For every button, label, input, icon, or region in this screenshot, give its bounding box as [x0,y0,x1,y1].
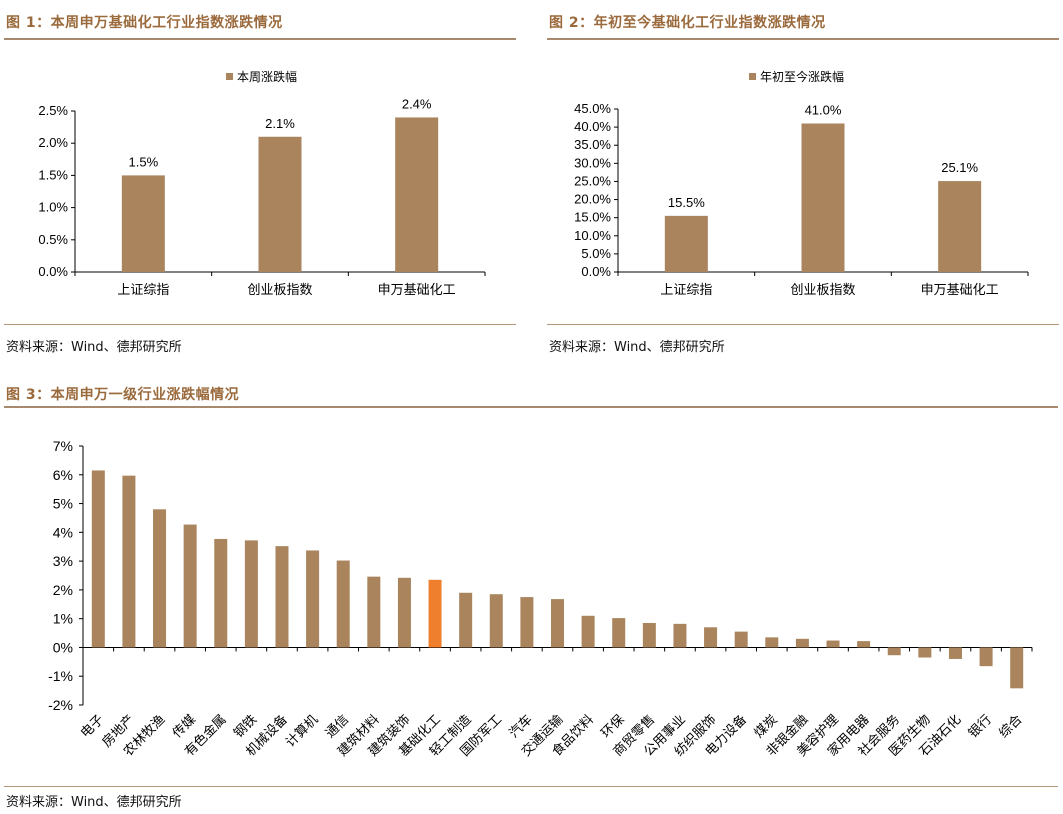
bar [489,594,503,648]
x-tick-label: 综合 [997,712,1026,741]
bar [91,470,105,648]
bar [336,560,350,648]
bar [734,631,748,648]
fig3-bottom-rule [4,786,1058,787]
data-label: 41.0% [805,102,842,117]
bar [306,550,320,648]
bar [520,597,534,648]
y-tick-label: 10.0% [574,228,611,243]
fig3-title: 图 3：本周申万一级行业涨跌幅情况 [6,387,240,403]
x-tick-label: 上证综指 [660,283,712,298]
x-tick-label: 计算机 [283,712,321,750]
fig3-title-rule [4,406,1058,408]
bar [826,640,840,648]
bar [275,546,289,648]
y-tick-label: 15.0% [574,210,611,225]
bar [1010,647,1024,689]
y-tick-label: 5% [53,496,73,512]
data-label: 2.4% [402,96,432,111]
bar [367,576,381,648]
bar [664,215,708,272]
y-tick-label: 7% [53,438,73,454]
data-label: 2.1% [265,116,295,131]
bar [153,509,167,648]
x-tick-label: 上证综指 [117,283,169,298]
y-tick-label: 2% [53,582,73,598]
y-tick-label: 20.0% [574,192,611,207]
fig2-chart: 年初至今涨跌幅 0.0% 5.0% 10.0% 15.0% 20.0% 25.0% 30.0%… [574,69,1029,298]
bar [795,638,809,648]
y-tick-label: 2.0% [38,135,68,150]
bar [857,641,871,648]
bar [979,647,993,667]
fig2-title: 图 2：年初至今基础化工行业指数涨跌情况 [549,15,826,31]
bar [673,623,687,648]
y-tick-label: 30.0% [574,155,611,170]
x-tick-label: 申万基础化工 [921,283,999,298]
y-tick-label: 0.0% [581,264,611,279]
fig1-bottom-rule [4,324,516,325]
y-tick-label: 4% [53,524,73,540]
fig3-source: 资料来源：Wind、德邦研究所 [6,795,182,810]
bar [397,577,411,648]
bar [948,647,962,659]
fig1-chart: 本周涨跌幅 0.0% 0.5% 1.0% 1.5% 2.0% 2.5% 1.5% 上证综指 2.1… [38,69,486,298]
y-tick-label: 35.0% [574,137,611,152]
legend-label: 本周涨跌幅 [237,69,297,84]
fig1-title: 图 1：本周申万基础化工行业指数涨跌情况 [6,15,283,31]
bar [395,117,439,272]
legend-swatch [226,73,233,80]
y-tick-label: 0% [53,639,73,655]
bar [765,637,779,648]
y-tick-label: 3% [53,553,73,569]
data-label: 1.5% [129,154,159,169]
y-tick-label: -2% [48,697,73,713]
y-tick-label: 45.0% [574,101,611,116]
y-tick-label: 25.0% [574,173,611,188]
y-tick-label: 1.0% [38,200,68,215]
bar [183,524,197,648]
bar [938,181,982,272]
y-tick-label: 1.5% [38,167,68,182]
bar [244,540,258,648]
y-tick-label: 6% [53,467,73,483]
fig1-source: 资料来源：Wind、德邦研究所 [6,340,182,355]
y-tick-label: 2.5% [38,103,68,118]
y-tick-label: 1% [53,611,73,627]
fig2-title-rule [547,38,1059,40]
data-label: 15.5% [668,195,705,210]
bar [581,615,595,648]
fig2-source: 资料来源：Wind、德邦研究所 [549,340,725,355]
legend-swatch [749,73,756,80]
x-tick-label: 银行 [966,712,995,741]
x-tick-label: 创业板指数 [247,283,312,298]
fig2-bottom-rule [547,324,1059,325]
bar [612,618,626,648]
bar [214,538,228,648]
bar [801,123,845,272]
y-tick-label: 5.0% [581,246,611,261]
y-tick-label: 40.0% [574,119,611,134]
y-tick-label: 0.0% [38,264,68,279]
bar [459,592,473,648]
bar [887,647,901,656]
bar [428,579,442,648]
bar [918,647,932,658]
x-tick-label: 申万基础化工 [378,283,456,298]
data-label: 25.1% [941,160,978,175]
legend-label: 年初至今涨跌幅 [760,69,844,84]
bar [122,475,136,648]
y-tick-label: 0.5% [38,232,68,247]
bar [642,622,656,648]
bar [121,175,165,272]
y-tick-label: -1% [48,668,73,684]
bar [551,599,564,648]
bar [258,136,302,272]
fig1-title-rule [4,38,516,40]
bar [704,627,718,648]
x-tick-label: 创业板指数 [790,283,855,298]
